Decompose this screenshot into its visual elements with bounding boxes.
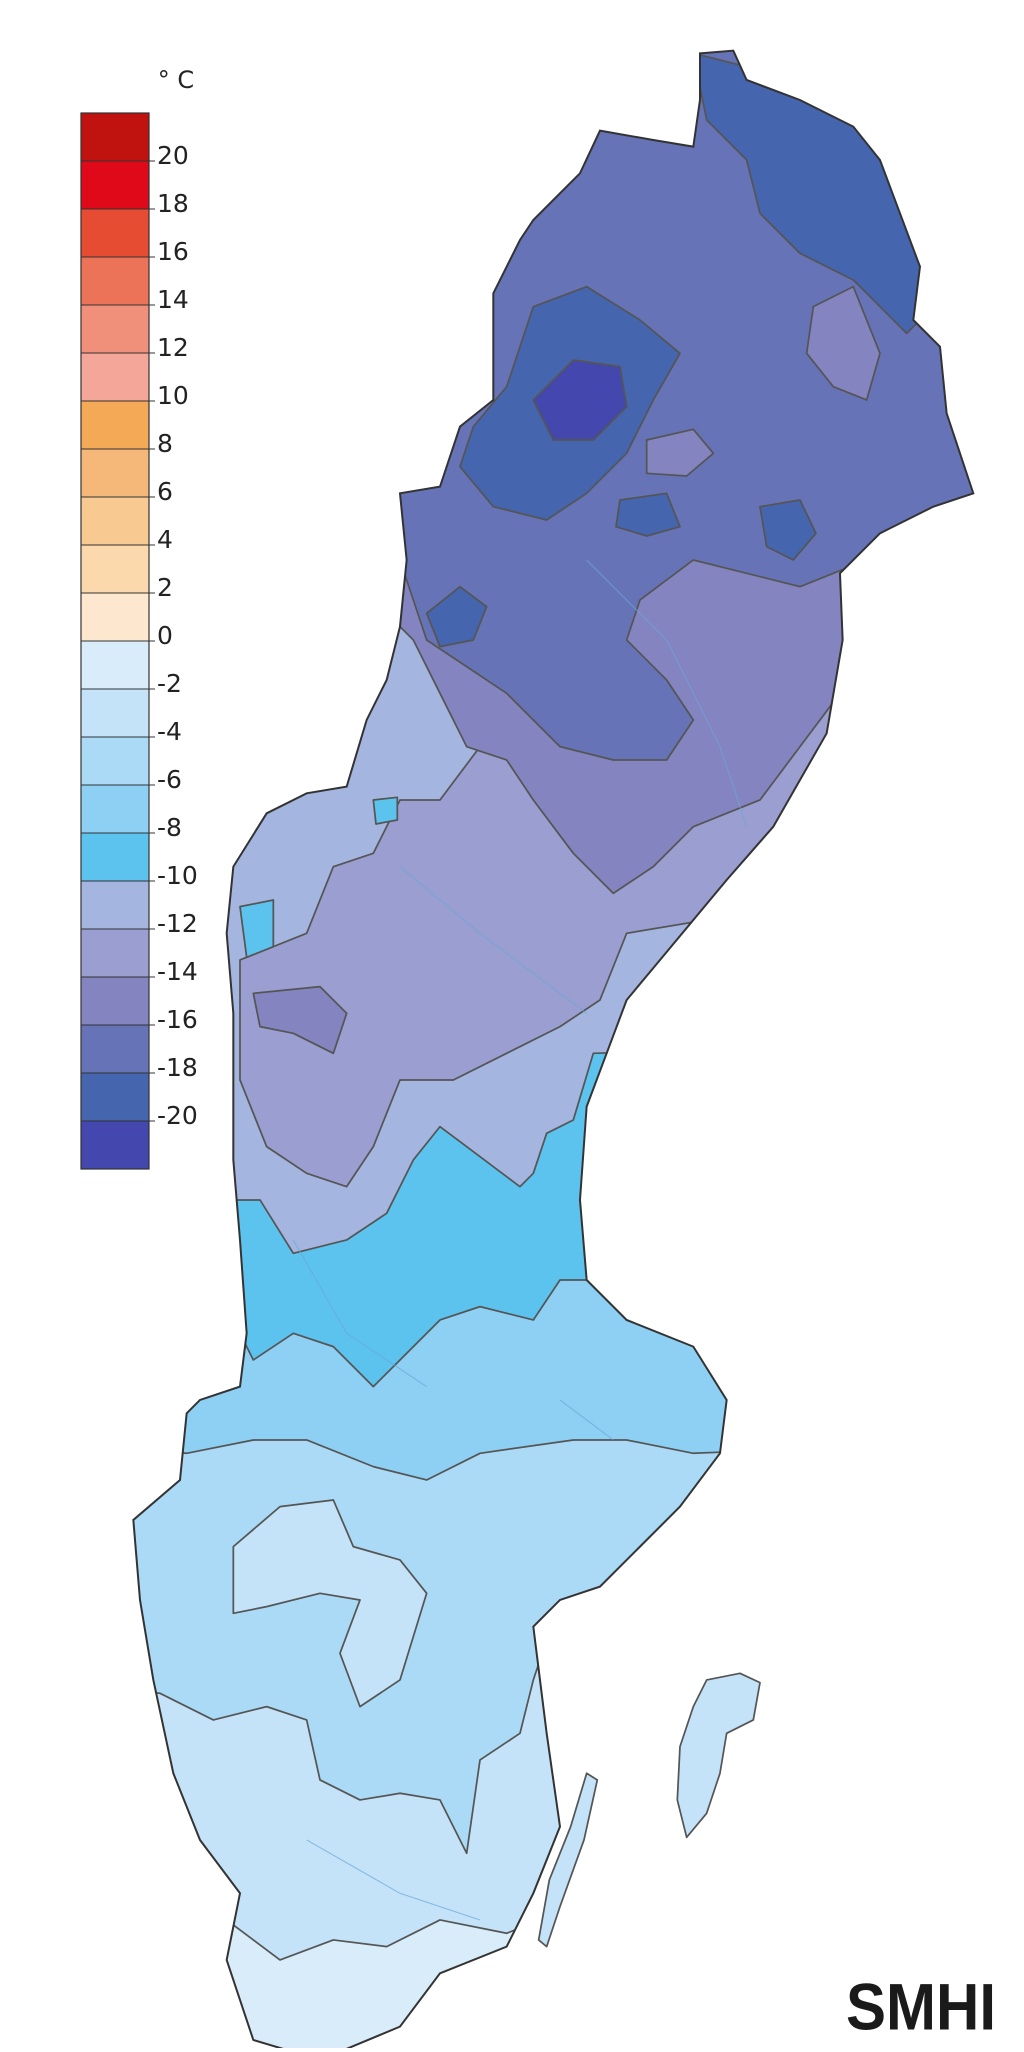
legend-swatch [81,689,149,737]
gotland [676,1672,761,1839]
legend-tick-label: -20 [157,1101,198,1130]
legend-tick-label: -2 [157,669,182,698]
zone [232,1499,428,1708]
oland [537,1772,599,1948]
zone [759,499,817,561]
legend-tick-label: 10 [157,381,189,410]
zone [645,428,715,477]
zone [372,796,399,825]
legend-tick-label: 20 [157,141,189,170]
legend-unit: ° C [158,66,194,94]
legend-swatch [81,497,149,545]
legend-tick-label: 4 [157,525,173,554]
legend-tick-label: -18 [157,1053,198,1082]
legend-swatch [81,1121,149,1169]
legend-swatch [81,833,149,881]
zone [239,899,275,959]
legend-tick-label: 12 [157,333,189,362]
logo: SMHI [846,1969,996,2043]
legend-swatch [81,929,149,977]
legend-swatch [81,401,149,449]
legend-swatch [81,161,149,209]
legend-tick-label: 18 [157,189,189,218]
zone [425,585,488,648]
legend-swatch [81,545,149,593]
legend-swatch [81,113,149,161]
legend-tick-label: -14 [157,957,198,986]
legend-tick-label: 2 [157,573,173,602]
legend-tick-label: 6 [157,477,173,506]
legend-tick-label: 14 [157,285,189,314]
legend: ° C 20181614121086420-2-4-6-8-10-12-14-1… [80,66,198,1170]
legend-swatch [81,593,149,641]
legend-tick-label: 16 [157,237,189,266]
legend-tick-label: 8 [157,429,173,458]
zone [615,492,681,537]
legend-swatch [81,641,149,689]
legend-swatch [81,449,149,497]
legend-frame [80,112,150,1170]
legend-swatch [81,353,149,401]
legend-tick-label: -10 [157,861,198,890]
legend-tick-label: -16 [157,1005,198,1034]
river [292,559,748,1921]
legend-swatch [81,881,149,929]
legend-tick-label: -8 [157,813,182,842]
legend-swatch [81,1025,149,1073]
legend-swatch [81,257,149,305]
zone [532,359,628,441]
legend-swatch [81,785,149,833]
legend-swatch [81,305,149,353]
zone [252,985,348,1055]
legend-tick-label: 0 [157,621,173,650]
zone [805,285,881,401]
legend-swatch [81,737,149,785]
legend-tick-label: -12 [157,909,198,938]
legend-swatch [81,1073,149,1121]
legend-swatch [81,977,149,1025]
legend-swatch [81,209,149,257]
legend-tick-label: -6 [157,765,182,794]
legend-tick-label: -4 [157,717,182,746]
